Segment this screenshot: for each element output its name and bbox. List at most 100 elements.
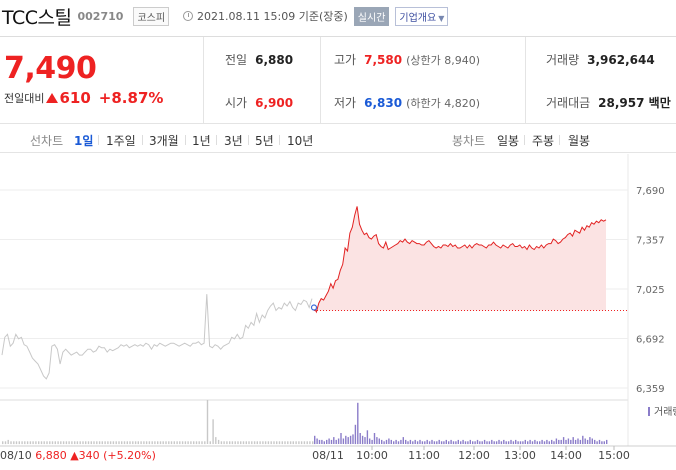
amount-label: 거래대금 <box>546 96 591 110</box>
current-price-box: 7,490 전일대비 610 +8.87% <box>0 37 204 124</box>
x-tick-label: 14:00 <box>550 449 582 462</box>
period-tab-10y[interactable]: 10년 <box>287 134 314 148</box>
change-line: 전일대비 610 +8.87% <box>4 89 163 107</box>
change-value: 610 <box>59 89 91 107</box>
low-label: 저가 <box>334 96 357 110</box>
chart-grid <box>0 154 676 450</box>
volume-bar-today <box>388 438 390 444</box>
volume-bar-prev <box>15 441 18 445</box>
divider <box>142 135 143 145</box>
volume-bar-today <box>553 441 555 445</box>
volume-bar-prev <box>10 441 12 445</box>
y-tick-label: 7,690 <box>636 186 665 197</box>
volume-bar-today <box>405 439 407 444</box>
volume-bar-today <box>572 437 574 444</box>
volume-bar-today <box>366 430 369 445</box>
volume-bar-today <box>555 438 558 444</box>
volume-bar-prev <box>40 441 43 445</box>
volume-bar-prev <box>96 441 98 445</box>
volume-legend-label: 거래량 <box>654 406 676 418</box>
volume-bar-prev <box>49 441 51 445</box>
volume-bar-prev <box>212 419 214 445</box>
volume-bar-today <box>562 437 565 444</box>
volume-bar-today <box>402 437 404 444</box>
volume-bar-prev <box>281 441 283 445</box>
open-marker <box>310 304 318 311</box>
y-tick-label: 7,357 <box>636 236 665 247</box>
volume-bar-today <box>543 441 546 445</box>
period-tab-1d[interactable]: 1일 <box>74 134 94 148</box>
volume-bar-today <box>443 441 445 445</box>
volume-bar-prev <box>312 441 314 445</box>
x-tick-label: 13:00 <box>504 449 536 462</box>
volume-bar-today <box>421 441 424 445</box>
volume-bar-prev <box>85 441 87 445</box>
period-tab-5y[interactable]: 5년 <box>255 134 274 148</box>
price-summary: 7,490 전일대비 610 +8.87% 전일 6,880 고가 7,580 … <box>0 36 676 124</box>
change-rate: +8.87% <box>98 89 164 107</box>
volume-bar-today <box>582 435 584 445</box>
volume-bar-today <box>529 439 531 444</box>
volume-bar-today <box>469 439 471 444</box>
price-chart[interactable]: 7,690 7,357 7,025 6,692 6,359 거래량 10:00 11:00 12… <box>0 154 676 466</box>
volume-bar-prev <box>242 441 245 445</box>
volume-bar-today <box>460 441 462 445</box>
volume-bar-prev <box>118 441 120 445</box>
volume-bar-today <box>531 441 534 445</box>
x-tick-label: 11:00 <box>408 449 440 462</box>
volume-bar-today <box>369 438 371 444</box>
volume-bar-today <box>383 441 385 445</box>
volume-bar-prev <box>306 441 308 445</box>
price-chart-svg: 7,690 7,357 7,025 6,692 6,359 거래량 10:00 11:00 12… <box>0 154 676 462</box>
period-tab-1w[interactable]: 1주일 <box>106 134 136 148</box>
volume-bar-prev <box>121 441 123 445</box>
current-price: 7,490 <box>4 51 97 86</box>
volume-bar-today <box>397 441 400 445</box>
divider <box>320 37 321 124</box>
high-cell: 고가 7,580 (상한가 8,940) <box>334 51 480 68</box>
candle-tab-daily[interactable]: 일봉 <box>497 134 520 148</box>
volume-bar-today <box>416 441 419 445</box>
y-tick-label: 6,359 <box>636 384 665 395</box>
volume-bar-today <box>335 439 337 444</box>
volume-bar-prev <box>129 441 131 445</box>
volume-bar-prev <box>18 441 20 445</box>
up-arrow-icon <box>46 93 59 103</box>
volume-bar-prev <box>206 400 209 444</box>
volume-bar-today <box>483 439 486 444</box>
volume-bar-prev <box>24 441 26 445</box>
volume-bar-prev <box>215 437 217 444</box>
realtime-button[interactable]: 실시간 <box>353 6 390 26</box>
volume-bar-today <box>596 441 598 445</box>
volume-bar-prev <box>145 441 148 445</box>
volume-bar-today <box>328 438 330 444</box>
prev-close-label: 전일 <box>225 53 248 67</box>
volume-bar-prev <box>68 441 70 445</box>
volume-bar-today <box>345 435 347 445</box>
period-tab-3y[interactable]: 3년 <box>224 134 243 148</box>
volume-bar-prev <box>179 441 181 445</box>
volume-bar-today <box>534 439 536 444</box>
company-overview-dropdown[interactable]: 기업개요 ▼ <box>395 6 449 26</box>
volume-bar-today <box>333 437 335 444</box>
volume-bar-today <box>548 441 550 445</box>
volume-bar-prev <box>74 441 76 445</box>
period-tab-3m[interactable]: 3개월 <box>149 134 179 148</box>
low-cell: 저가 6,830 (하한가 4,820) <box>334 94 480 111</box>
volume-bar-today <box>500 441 503 445</box>
volume-bar-prev <box>60 441 62 445</box>
period-tab-1y[interactable]: 1년 <box>192 134 211 148</box>
candle-tab-weekly[interactable]: 주봉 <box>532 134 555 148</box>
volume-bar-today <box>412 441 414 445</box>
candle-tab-monthly[interactable]: 월봉 <box>568 134 591 148</box>
volume-bar-today <box>591 438 593 444</box>
volume-bar-today <box>503 439 505 444</box>
price-area <box>314 206 628 312</box>
amount-cell: 거래대금 28,957 백만 <box>546 94 671 111</box>
volume-bar-prev <box>143 441 145 445</box>
volume-bar-today <box>486 441 488 445</box>
clock-icon <box>183 11 194 21</box>
volume-bar-prev <box>123 441 126 445</box>
volume-bar-prev <box>101 441 103 445</box>
volume-bar-prev <box>173 441 175 445</box>
